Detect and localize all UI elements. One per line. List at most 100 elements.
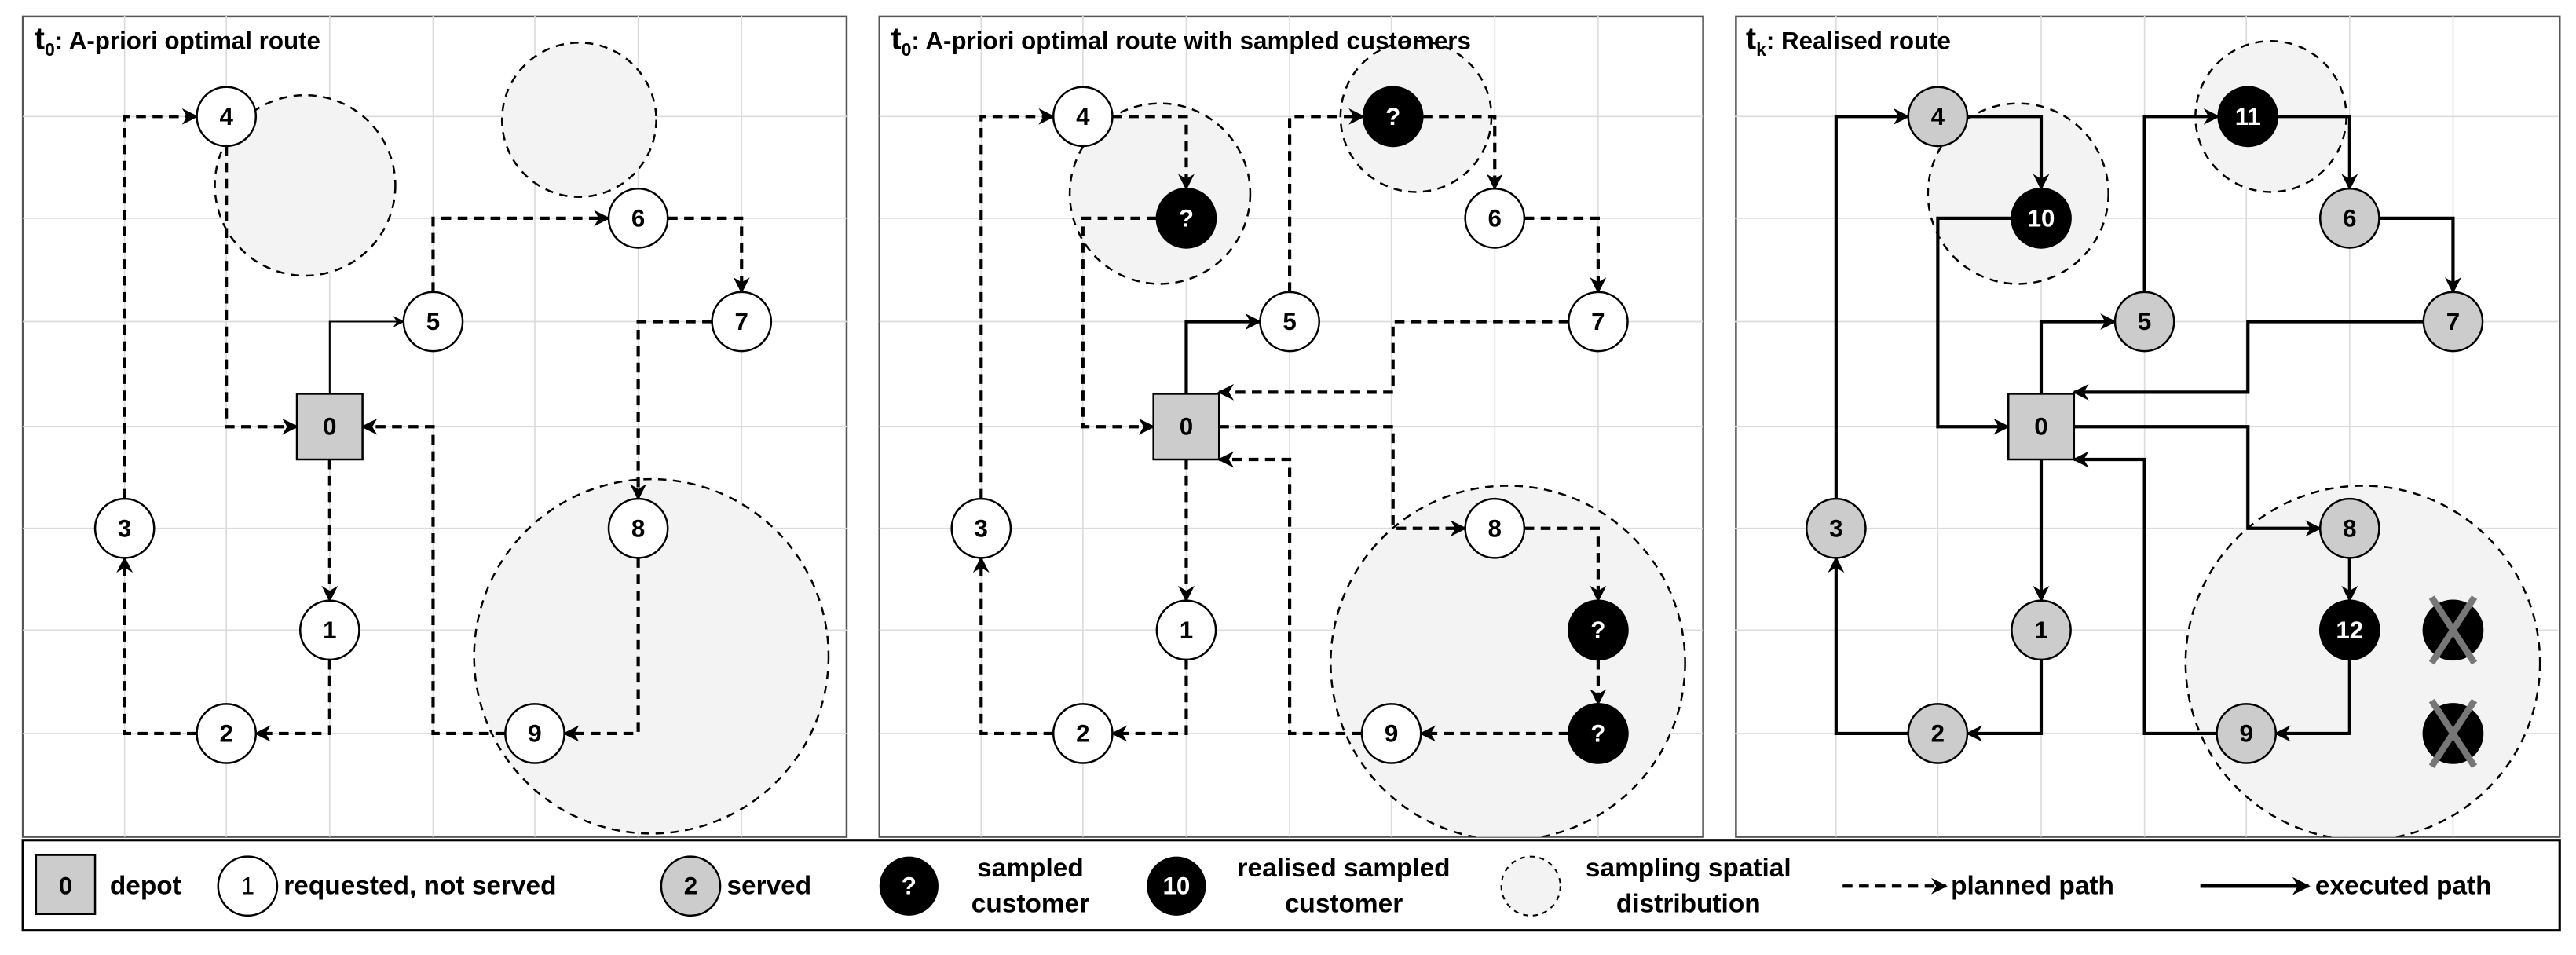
sampled-symbol-label: ? bbox=[902, 873, 917, 900]
node-label: 6 bbox=[1488, 204, 1502, 232]
path-executed-3-to-4 bbox=[1834, 108, 1910, 499]
legend-sampled: ? sampled customer bbox=[879, 854, 1089, 919]
node-label: 10 bbox=[2028, 204, 2055, 232]
panel-2: t0: A-priori optimal route with sampled … bbox=[878, 15, 1704, 838]
path-planned-0-to-8 bbox=[1219, 425, 1467, 537]
path-planned-9-to-0 bbox=[1217, 451, 1363, 736]
served-customer-node: 7 bbox=[2422, 291, 2484, 353]
path-planned-2-to-3 bbox=[116, 556, 197, 736]
realised-symbol-label: 10 bbox=[1162, 873, 1190, 900]
depot-symbol bbox=[35, 854, 97, 916]
legend-realised-label-1: realised sampled bbox=[1237, 854, 1450, 883]
path-planned-4-to-0 bbox=[225, 145, 299, 435]
node-label: 1 bbox=[1180, 617, 1193, 644]
requested-customer-node: 1 bbox=[1155, 599, 1217, 661]
path-planned-1-to-2 bbox=[254, 659, 331, 742]
legend-distribution-label-1: sampling spatial bbox=[1586, 854, 1791, 883]
depot-node: 0 bbox=[2007, 393, 2076, 461]
path-executed-0-to-5 bbox=[1184, 313, 1262, 394]
node-label: 0 bbox=[1180, 413, 1193, 441]
served-customer-node: 6 bbox=[2318, 188, 2380, 249]
node-label: 5 bbox=[2138, 308, 2151, 335]
sampled-customer-node: ? bbox=[1568, 599, 1629, 661]
path-executed-6-to-7 bbox=[2379, 216, 2461, 294]
discarded-customer-node bbox=[2422, 698, 2484, 769]
path-executed-0-to-8 bbox=[2073, 425, 2322, 537]
path-planned-5-to-s2 bbox=[1288, 108, 1366, 292]
requested-customer-node: 8 bbox=[1464, 497, 1526, 559]
requested-customer-node: 7 bbox=[1568, 291, 1629, 353]
legend-planned: planned path bbox=[1842, 872, 2114, 901]
legend-realised: 10 realised sampled customer bbox=[1147, 854, 1451, 919]
node-label: 3 bbox=[1829, 514, 1842, 542]
path-executed-9-to-0 bbox=[2072, 451, 2217, 736]
node-label: 9 bbox=[528, 719, 541, 747]
node-label: 4 bbox=[1931, 103, 1945, 130]
path-planned-6-to-7 bbox=[1524, 216, 1607, 294]
depot-node: 0 bbox=[295, 393, 364, 461]
path-planned-4-to-s1 bbox=[1112, 115, 1195, 191]
served-customer-node: 2 bbox=[1907, 703, 1969, 764]
cross-icon bbox=[2428, 595, 2478, 665]
path-thin-0-to-5 bbox=[328, 316, 405, 394]
legend-served-label: served bbox=[726, 872, 811, 901]
node-label: 2 bbox=[1076, 719, 1089, 747]
requested-symbol bbox=[217, 855, 279, 917]
path-planned-9-to-0 bbox=[360, 418, 506, 736]
sampling-distribution-area bbox=[214, 93, 397, 277]
requested-customer-node: 6 bbox=[607, 188, 669, 249]
node-label: 8 bbox=[631, 514, 645, 542]
node-label: 5 bbox=[1283, 308, 1296, 335]
requested-customer-node: 9 bbox=[1360, 703, 1422, 764]
path-executed-7-to-0 bbox=[2072, 320, 2424, 401]
served-customer-node: 4 bbox=[1907, 86, 1969, 148]
legend-requested-label: requested, not served bbox=[284, 872, 556, 901]
sampled-customer-node: ? bbox=[1568, 703, 1629, 764]
panel-title: tk: Realised route bbox=[1746, 22, 1951, 60]
legend-requested: 1 requested, not served bbox=[217, 855, 556, 917]
legend-executed: executed path bbox=[2200, 872, 2492, 901]
path-planned-1-to-2 bbox=[1111, 659, 1188, 742]
panel-title: t0: A-priori optimal route with sampled … bbox=[891, 22, 1471, 60]
path-executed-4-to-r10 bbox=[1967, 115, 2050, 191]
legend-distribution-label-2: distribution bbox=[1616, 890, 1761, 919]
path-planned-s2-to-6 bbox=[1422, 115, 1503, 191]
path-executed-5-to-r11 bbox=[2142, 108, 2220, 292]
requested-customer-node: 7 bbox=[711, 291, 773, 353]
requested-customer-node: 3 bbox=[950, 497, 1012, 559]
node-label: 2 bbox=[1931, 719, 1945, 747]
requested-customer-node: 8 bbox=[607, 497, 669, 559]
node-label: ? bbox=[1385, 103, 1400, 130]
panel-title: t0: A-priori optimal route bbox=[35, 22, 320, 60]
path-executed-r10-to-0 bbox=[1936, 216, 2012, 435]
served-symbol bbox=[660, 855, 722, 917]
path-planned-7-to-0 bbox=[1217, 320, 1569, 401]
legend: 0 depot 1 requested, not served 2 served… bbox=[21, 839, 2561, 932]
realised-customer-node: 11 bbox=[2217, 86, 2279, 148]
served-customer-node: 8 bbox=[2318, 497, 2380, 559]
node-label: 7 bbox=[1591, 308, 1605, 335]
path-executed-0-to-5 bbox=[2039, 313, 2117, 394]
path-executed-2-to-3 bbox=[1828, 556, 1908, 736]
requested-customer-node: 2 bbox=[1052, 703, 1114, 764]
requested-customer-node: 5 bbox=[1259, 291, 1320, 353]
depot-symbol-label: 0 bbox=[59, 873, 72, 900]
node-label: 7 bbox=[735, 308, 748, 335]
node-label: 11 bbox=[2235, 103, 2261, 130]
legend-sampled-label-2: customer bbox=[971, 890, 1089, 919]
node-label: 2 bbox=[219, 719, 232, 747]
path-planned-3-to-4 bbox=[979, 108, 1056, 499]
node-label: 1 bbox=[323, 617, 336, 644]
realised-customer-node: 10 bbox=[2011, 188, 2072, 249]
node-label: 1 bbox=[2034, 617, 2047, 644]
node-label: 6 bbox=[631, 204, 645, 232]
legend-planned-label: planned path bbox=[1951, 872, 2114, 901]
served-customer-node: 5 bbox=[2113, 291, 2175, 353]
node-label: ? bbox=[1590, 719, 1605, 747]
node-label: 9 bbox=[2239, 719, 2252, 747]
legend-realised-label-2: customer bbox=[1285, 890, 1403, 919]
depot-node: 0 bbox=[1152, 393, 1220, 461]
node-label: 0 bbox=[323, 413, 336, 441]
node-label: 4 bbox=[1076, 103, 1090, 130]
